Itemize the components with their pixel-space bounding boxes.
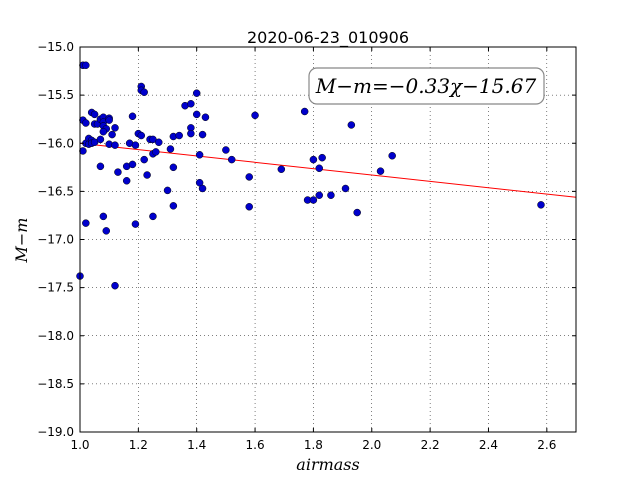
data-point — [90, 110, 99, 119]
data-point — [309, 196, 318, 204]
y-tick-label: −17.5 — [37, 281, 74, 295]
data-point — [315, 164, 323, 173]
y-tick-label: −16.0 — [37, 136, 74, 150]
data-point — [192, 110, 201, 119]
data-point — [96, 135, 105, 144]
data-point — [198, 184, 207, 193]
data-point — [137, 131, 146, 140]
x-tick-label: 1.4 — [187, 438, 206, 452]
data-point — [102, 227, 111, 235]
data-point — [114, 168, 122, 176]
x-tick-label: 1.6 — [246, 438, 265, 452]
data-point — [175, 131, 183, 140]
x-tick-label: 2.0 — [362, 438, 381, 452]
data-point — [140, 155, 148, 164]
tick-labels: 1.0 1.2 1.4 1.6 1.8 2.0 2.2 2.4 2.6 −15.0 −15.5 −16… — [37, 40, 556, 452]
data-point — [227, 155, 236, 164]
data-point — [96, 162, 105, 171]
data-point — [111, 124, 119, 132]
data-point — [198, 130, 207, 139]
fit-line-layer — [79, 142, 577, 198]
data-point — [341, 184, 350, 193]
data-point — [163, 186, 172, 195]
data-points — [76, 61, 545, 290]
data-point — [169, 163, 178, 172]
x-axis-label: airmass — [296, 455, 359, 474]
data-point — [166, 145, 175, 153]
y-tick-label: −15.0 — [37, 40, 74, 54]
grid-lines — [79, 46, 576, 433]
y-tick-label: −19.0 — [37, 425, 74, 439]
data-point — [122, 177, 131, 185]
data-point — [347, 121, 356, 129]
data-point — [99, 127, 108, 136]
x-tick-label: 1.2 — [129, 438, 148, 452]
data-point — [187, 100, 195, 108]
x-tick-label: 1.0 — [70, 438, 89, 452]
data-point — [537, 201, 545, 209]
data-point — [111, 281, 119, 290]
data-point — [82, 119, 90, 127]
x-tick-label: 1.8 — [304, 438, 323, 452]
data-point — [131, 220, 140, 228]
data-point — [300, 107, 309, 116]
data-point — [143, 171, 151, 179]
data-point — [187, 129, 195, 138]
axis-ticks — [79, 46, 576, 433]
data-point — [169, 202, 178, 210]
data-point — [245, 173, 253, 181]
data-point — [111, 141, 119, 149]
data-point — [108, 130, 116, 139]
y-tick-label: −17.0 — [37, 233, 74, 247]
data-point — [79, 147, 87, 155]
y-tick-label: −15.5 — [37, 88, 74, 102]
y-tick-label: −18.5 — [37, 377, 74, 391]
fit-equation-box: M−m=−0.33χ−15.67 — [308, 67, 545, 105]
data-point — [309, 155, 318, 164]
data-point — [192, 89, 201, 97]
data-point — [128, 112, 137, 121]
data-point — [149, 212, 157, 221]
data-point — [376, 167, 385, 175]
y-tick-label: −18.0 — [37, 329, 74, 343]
data-point — [277, 165, 286, 173]
data-point — [131, 141, 140, 149]
data-point — [140, 88, 148, 96]
data-point — [245, 203, 253, 211]
y-axis-label: M−m — [12, 218, 31, 264]
data-point — [152, 148, 160, 156]
data-point — [128, 160, 137, 169]
x-tick-label: 2.6 — [537, 438, 556, 452]
data-point — [327, 191, 335, 199]
data-point — [99, 212, 108, 221]
data-point — [315, 191, 323, 199]
data-point — [222, 146, 230, 154]
data-point — [82, 219, 90, 227]
data-point — [82, 61, 90, 70]
data-point — [201, 113, 210, 122]
data-point — [105, 116, 113, 124]
data-point — [195, 151, 204, 159]
x-tick-label: 2.4 — [479, 438, 498, 452]
y-tick-label: −16.5 — [37, 184, 74, 198]
fit-equation: M−m=−0.33χ−15.67 — [315, 74, 537, 98]
data-point — [251, 111, 259, 120]
x-tick-label: 2.2 — [421, 438, 440, 452]
data-point — [155, 138, 163, 147]
data-point — [353, 208, 361, 217]
data-point — [388, 152, 396, 160]
fit-equation-frame — [308, 67, 545, 105]
data-point — [318, 153, 326, 162]
chart-title: 2020-06-23_010906 — [247, 28, 409, 48]
fit-line — [79, 142, 577, 198]
